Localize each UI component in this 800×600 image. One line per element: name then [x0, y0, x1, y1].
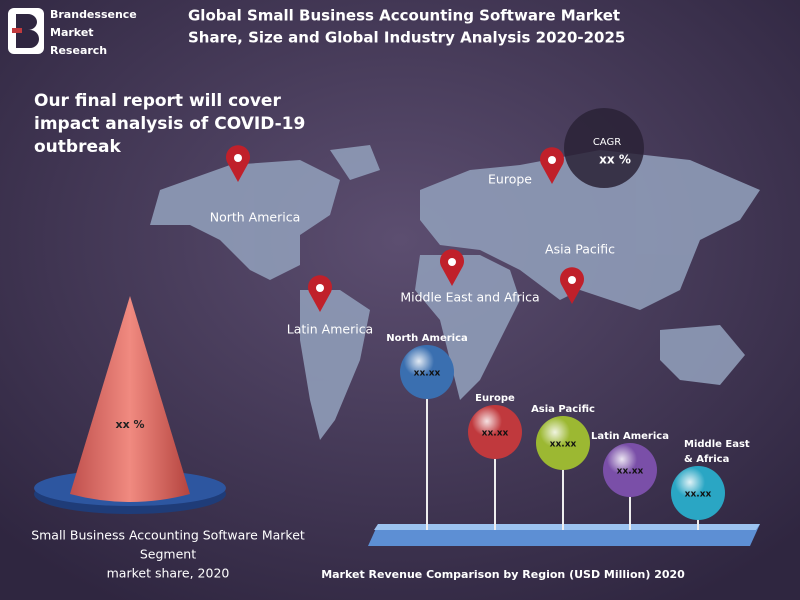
- covid-note: impact analysis of COVID-19: [34, 114, 305, 134]
- map-pin: [560, 267, 584, 304]
- cone: [70, 296, 190, 502]
- map-pin: [440, 249, 464, 286]
- platform-top: [374, 524, 760, 530]
- map-pin-dot: [448, 258, 456, 266]
- ball-shine: [603, 443, 657, 497]
- cone-caption: market share, 2020: [107, 566, 230, 581]
- map-region-label: Europe: [488, 172, 532, 187]
- map-pin-dot: [568, 276, 576, 284]
- cone-caption: Segment: [140, 547, 196, 562]
- bottom-caption: Market Revenue Comparison by Region (USD…: [321, 568, 685, 581]
- cagr-circle: [564, 108, 644, 188]
- ball-label: Latin America: [591, 431, 669, 442]
- ball-shine: [400, 345, 454, 399]
- map-region-label: North America: [210, 210, 301, 225]
- dynamic-layer: North America Europe Asia Pacific Middle Ea…: [210, 145, 750, 530]
- ball-value: xx.xx: [482, 429, 509, 439]
- logo-text: Brandessence: [50, 8, 137, 21]
- ball-label: North America: [386, 333, 468, 344]
- map-pin: [308, 275, 332, 312]
- ball-value: xx.xx: [685, 490, 712, 500]
- ball-label: Asia Pacific: [531, 404, 595, 415]
- cagr-label: CAGR: [593, 137, 621, 148]
- ball-label: & Africa: [684, 454, 729, 465]
- ball-shine: [536, 416, 590, 470]
- ball-shine: [671, 466, 725, 520]
- ball-label: Middle East: [684, 439, 750, 450]
- map-pin-dot: [316, 284, 324, 292]
- cone-value: xx %: [115, 418, 144, 431]
- logo-text: Market: [50, 26, 94, 39]
- covid-note: outbreak: [34, 137, 121, 157]
- map-region-label: Middle East and Africa: [400, 290, 539, 305]
- map-pin-dot: [234, 154, 242, 162]
- ball-label: Europe: [475, 393, 515, 404]
- covid-note: Our final report will cover: [34, 91, 281, 111]
- map-region-label: Latin America: [287, 322, 373, 337]
- map-pin: [540, 147, 565, 184]
- logo-letter: [16, 14, 39, 48]
- cone-caption: Small Business Accounting Software Marke…: [31, 528, 305, 543]
- map-pin-dot: [548, 156, 556, 164]
- title: Share, Size and Global Industry Analysis…: [188, 29, 625, 47]
- map-region-label: Asia Pacific: [545, 242, 615, 257]
- logo-text: Research: [50, 44, 107, 57]
- cagr-value: xx %: [599, 153, 631, 167]
- ball-value: xx.xx: [414, 369, 441, 379]
- world-map: [150, 145, 760, 440]
- ball-shine: [468, 405, 522, 459]
- map-pin: [226, 145, 250, 182]
- title: Global Small Business Accounting Softwar…: [188, 7, 620, 25]
- ball-value: xx.xx: [550, 440, 577, 450]
- ball-value: xx.xx: [617, 467, 644, 477]
- logo-accent: [12, 28, 22, 33]
